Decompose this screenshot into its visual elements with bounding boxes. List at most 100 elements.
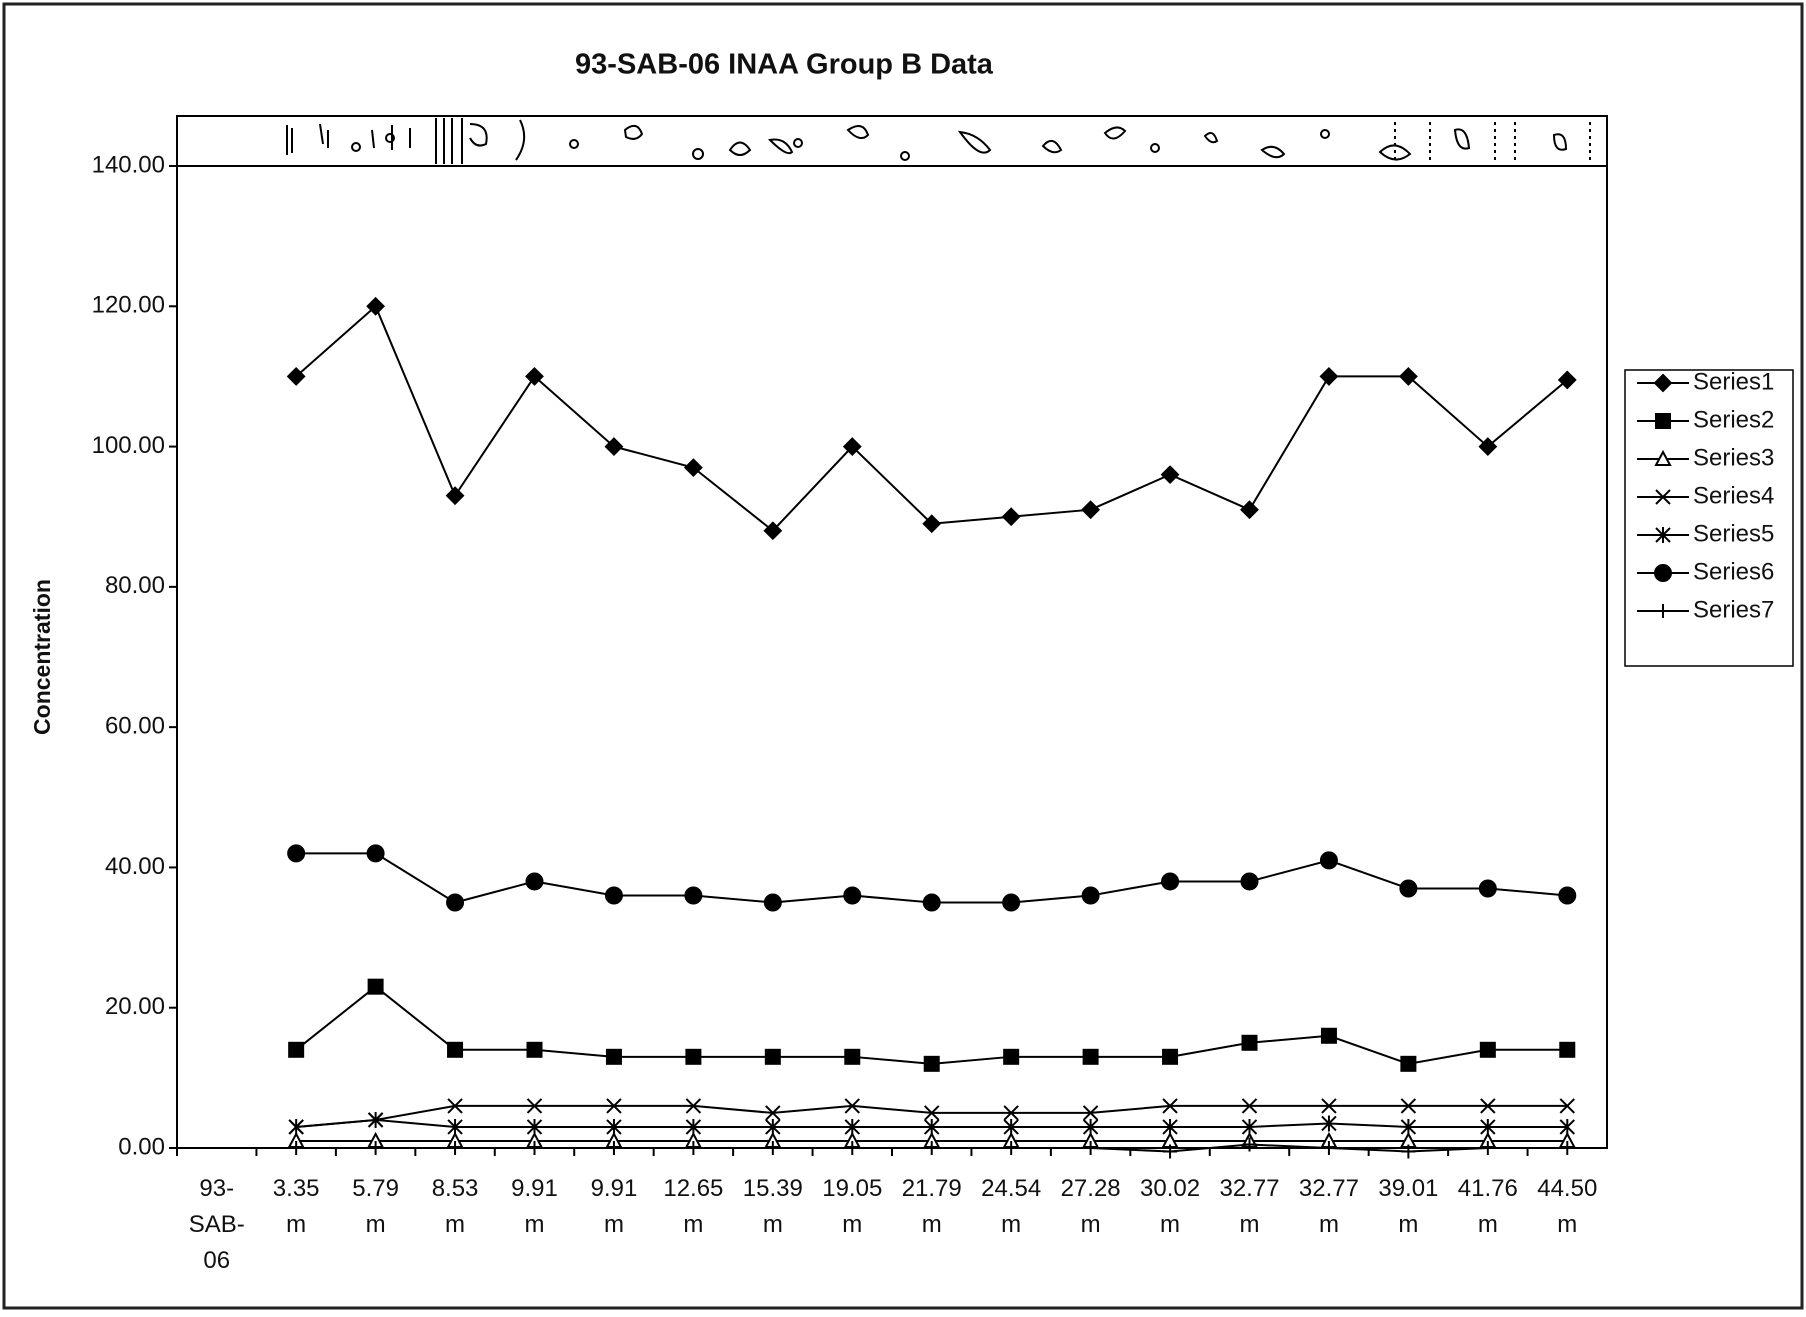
plot-area [176, 165, 1608, 1149]
x-tick-label: 93-SAB-06 [189, 1175, 245, 1274]
marker [764, 1048, 781, 1065]
series-line [295, 985, 1568, 1065]
legend-label: Series3 [1693, 444, 1774, 471]
marker [1480, 1118, 1496, 1135]
marker [1557, 370, 1577, 390]
marker [286, 367, 306, 386]
marker [1320, 1027, 1337, 1044]
marker [1081, 500, 1101, 520]
x-tick-label: 8.53 m [432, 1175, 479, 1238]
marker [1654, 564, 1672, 582]
marker [684, 886, 703, 905]
marker [923, 1055, 940, 1072]
marker [604, 886, 623, 905]
y-tick-label: 80.00 [105, 572, 165, 599]
marker [844, 1048, 861, 1065]
marker [1321, 1141, 1336, 1155]
marker [1400, 1118, 1417, 1135]
x-tick-label: 39.01 m [1378, 1175, 1438, 1238]
marker [1480, 1098, 1496, 1114]
legend-label: Series2 [1693, 406, 1774, 433]
y-tick-label: 0.00 [118, 1133, 165, 1160]
x-tick-label: 32.77 m [1299, 1175, 1359, 1238]
x-tick-label: 12.65 m [663, 1175, 723, 1238]
marker [526, 1098, 543, 1114]
marker [1083, 1141, 1098, 1155]
marker [1001, 507, 1021, 527]
marker [366, 844, 385, 863]
marker [1558, 886, 1577, 905]
marker [1480, 1141, 1495, 1155]
marker [1240, 872, 1259, 891]
marker [1241, 1098, 1258, 1114]
marker [844, 1098, 860, 1114]
marker [526, 1118, 543, 1135]
marker [366, 296, 386, 316]
marker [447, 1098, 463, 1114]
marker [1241, 1118, 1258, 1135]
marker [1003, 1105, 1019, 1121]
x-tick-label: 5.79 m [352, 1175, 399, 1238]
marker [1162, 1118, 1178, 1135]
marker [288, 1118, 304, 1135]
marker [845, 1141, 860, 1155]
marker [1559, 1118, 1575, 1135]
marker [685, 1098, 702, 1114]
marker [1655, 413, 1671, 429]
marker [367, 978, 384, 995]
x-tick-label: 27.28 m [1061, 1175, 1121, 1238]
marker [289, 1141, 304, 1155]
y-tick-label: 20.00 [105, 993, 165, 1020]
marker [685, 1048, 702, 1065]
x-tick-label: 44.50 m [1537, 1175, 1597, 1238]
lithology-strip [176, 115, 1608, 167]
marker [1003, 1048, 1020, 1065]
x-tick-label: 9.91 m [511, 1175, 558, 1238]
marker [1653, 373, 1673, 393]
x-tick-label: 9.91 m [591, 1175, 638, 1238]
marker [445, 486, 465, 506]
marker [527, 1141, 542, 1155]
marker [842, 437, 862, 456]
y-tick-label: 60.00 [105, 712, 165, 739]
marker [446, 893, 465, 912]
marker [606, 1118, 622, 1135]
marker [287, 844, 306, 863]
legend-label: Series5 [1693, 520, 1774, 547]
marker [924, 1118, 940, 1135]
marker [924, 1105, 940, 1121]
marker [1656, 604, 1670, 618]
marker [1654, 449, 1672, 466]
marker [765, 1118, 781, 1135]
series-line [295, 304, 1568, 533]
marker [1160, 465, 1180, 485]
marker [765, 1141, 780, 1155]
y-tick-label: 120.00 [92, 292, 165, 319]
chart-title: 93-SAB-06 INAA Group B Data [575, 49, 994, 81]
marker [843, 886, 862, 905]
marker [606, 1098, 622, 1114]
marker [1081, 886, 1100, 905]
legend-label: Series4 [1693, 482, 1774, 509]
marker [1003, 1118, 1019, 1135]
marker [368, 1141, 383, 1155]
marker [1082, 1048, 1099, 1065]
x-tick-label: 15.39 m [743, 1175, 803, 1238]
marker [922, 893, 941, 912]
marker [763, 893, 782, 912]
marker [1321, 1115, 1337, 1132]
marker [1559, 1041, 1576, 1058]
marker [1655, 489, 1671, 505]
marker [1478, 879, 1497, 898]
marker [1560, 1141, 1575, 1155]
marker [525, 872, 544, 891]
marker [922, 514, 942, 534]
marker [1002, 893, 1021, 912]
marker [1242, 1137, 1257, 1152]
x-tick-label: 30.02 m [1140, 1175, 1200, 1238]
x-tick-label: 32.77 m [1219, 1175, 1279, 1238]
marker [448, 1141, 463, 1155]
legend-label: Series7 [1693, 596, 1774, 623]
